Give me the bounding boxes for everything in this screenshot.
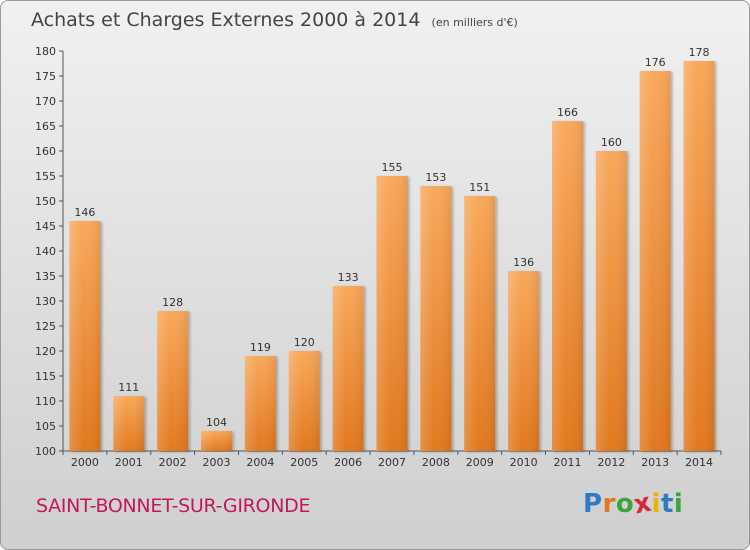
data-label: 119 bbox=[250, 341, 271, 354]
chart-data-labels: 146 111 128 104 119 120 133 155 153 151 136 166 160 1… bbox=[74, 46, 709, 429]
logo-letter: o bbox=[615, 489, 635, 519]
bar-sheen bbox=[244, 356, 276, 451]
data-label: 176 bbox=[645, 56, 666, 69]
x-tick-label: 2009 bbox=[466, 456, 494, 469]
x-tick-label: 2007 bbox=[378, 456, 406, 469]
x-tick-label: 2012 bbox=[597, 456, 625, 469]
y-tick-label: 125 bbox=[35, 320, 56, 333]
y-tick-label: 170 bbox=[35, 95, 56, 108]
data-label: 166 bbox=[557, 106, 578, 119]
y-tick-label: 115 bbox=[35, 370, 56, 383]
y-tick-label: 175 bbox=[35, 70, 56, 83]
bar-sheen bbox=[595, 151, 627, 451]
x-tick-label: 2011 bbox=[553, 456, 581, 469]
data-label: 136 bbox=[513, 256, 534, 269]
logo-letter: r bbox=[602, 489, 616, 519]
data-label: 160 bbox=[601, 136, 622, 149]
bar-sheen bbox=[201, 431, 233, 451]
x-tick-label: 2013 bbox=[641, 456, 669, 469]
commune-name: SAINT-BONNET-SUR-GIRONDE bbox=[36, 495, 311, 517]
y-tick-label: 105 bbox=[35, 420, 56, 433]
y-tick-label: 155 bbox=[35, 170, 56, 183]
y-tick-label: 120 bbox=[35, 345, 56, 358]
data-label: 153 bbox=[425, 171, 446, 184]
bar-sheen bbox=[508, 271, 540, 451]
chart-title: Achats et Charges Externes 2000 à 2014 bbox=[31, 9, 421, 31]
chart-bars bbox=[69, 61, 715, 451]
logo-letter: i bbox=[651, 489, 661, 519]
chart-header: Achats et Charges Externes 2000 à 2014 (… bbox=[31, 9, 518, 31]
y-tick-label: 130 bbox=[35, 295, 56, 308]
proxiti-logo[interactable]: Proxiti bbox=[583, 488, 684, 521]
data-label: 120 bbox=[294, 336, 315, 349]
y-tick-label: 135 bbox=[35, 270, 56, 283]
chart-subtitle: (en milliers d'€) bbox=[431, 16, 518, 29]
bar-sheen bbox=[420, 186, 452, 451]
x-tick-label: 2004 bbox=[246, 456, 274, 469]
y-tick-label: 180 bbox=[35, 45, 56, 58]
bar-sheen bbox=[288, 351, 320, 451]
data-label: 151 bbox=[469, 181, 490, 194]
logo-letter: t bbox=[660, 489, 674, 519]
data-label: 104 bbox=[206, 416, 227, 429]
bar-sheen bbox=[113, 396, 145, 451]
bar-sheen bbox=[157, 311, 189, 451]
bar-sheen bbox=[376, 176, 408, 451]
bar-sheen bbox=[464, 196, 496, 451]
x-tick-label: 2010 bbox=[510, 456, 538, 469]
logo-letter: P bbox=[583, 489, 603, 519]
x-tick-label: 2001 bbox=[115, 456, 143, 469]
bar-sheen bbox=[69, 221, 101, 451]
y-tick-label: 150 bbox=[35, 195, 56, 208]
x-tick-label: 2008 bbox=[422, 456, 450, 469]
data-label: 133 bbox=[338, 271, 359, 284]
logo-letter: i bbox=[673, 489, 684, 519]
bar-sheen bbox=[683, 61, 715, 451]
x-tick-label: 2003 bbox=[203, 456, 231, 469]
bar-sheen bbox=[639, 71, 671, 451]
y-tick-label: 160 bbox=[35, 145, 56, 158]
y-tick-label: 110 bbox=[35, 395, 56, 408]
x-tick-label: 2005 bbox=[290, 456, 318, 469]
y-tick-label: 145 bbox=[35, 220, 56, 233]
data-label: 178 bbox=[689, 46, 710, 59]
x-tick-label: 2002 bbox=[159, 456, 187, 469]
y-tick-label: 140 bbox=[35, 245, 56, 258]
bar-sheen bbox=[332, 286, 364, 451]
x-tick-label: 2006 bbox=[334, 456, 362, 469]
data-label: 146 bbox=[74, 206, 95, 219]
x-tick-label: 2014 bbox=[685, 456, 713, 469]
data-label: 128 bbox=[162, 296, 183, 309]
x-tick-label: 2000 bbox=[71, 456, 99, 469]
data-label: 111 bbox=[118, 381, 139, 394]
bar-sheen bbox=[551, 121, 583, 451]
y-tick-label: 100 bbox=[35, 445, 56, 458]
data-label: 155 bbox=[382, 161, 403, 174]
y-tick-label: 165 bbox=[35, 120, 56, 133]
